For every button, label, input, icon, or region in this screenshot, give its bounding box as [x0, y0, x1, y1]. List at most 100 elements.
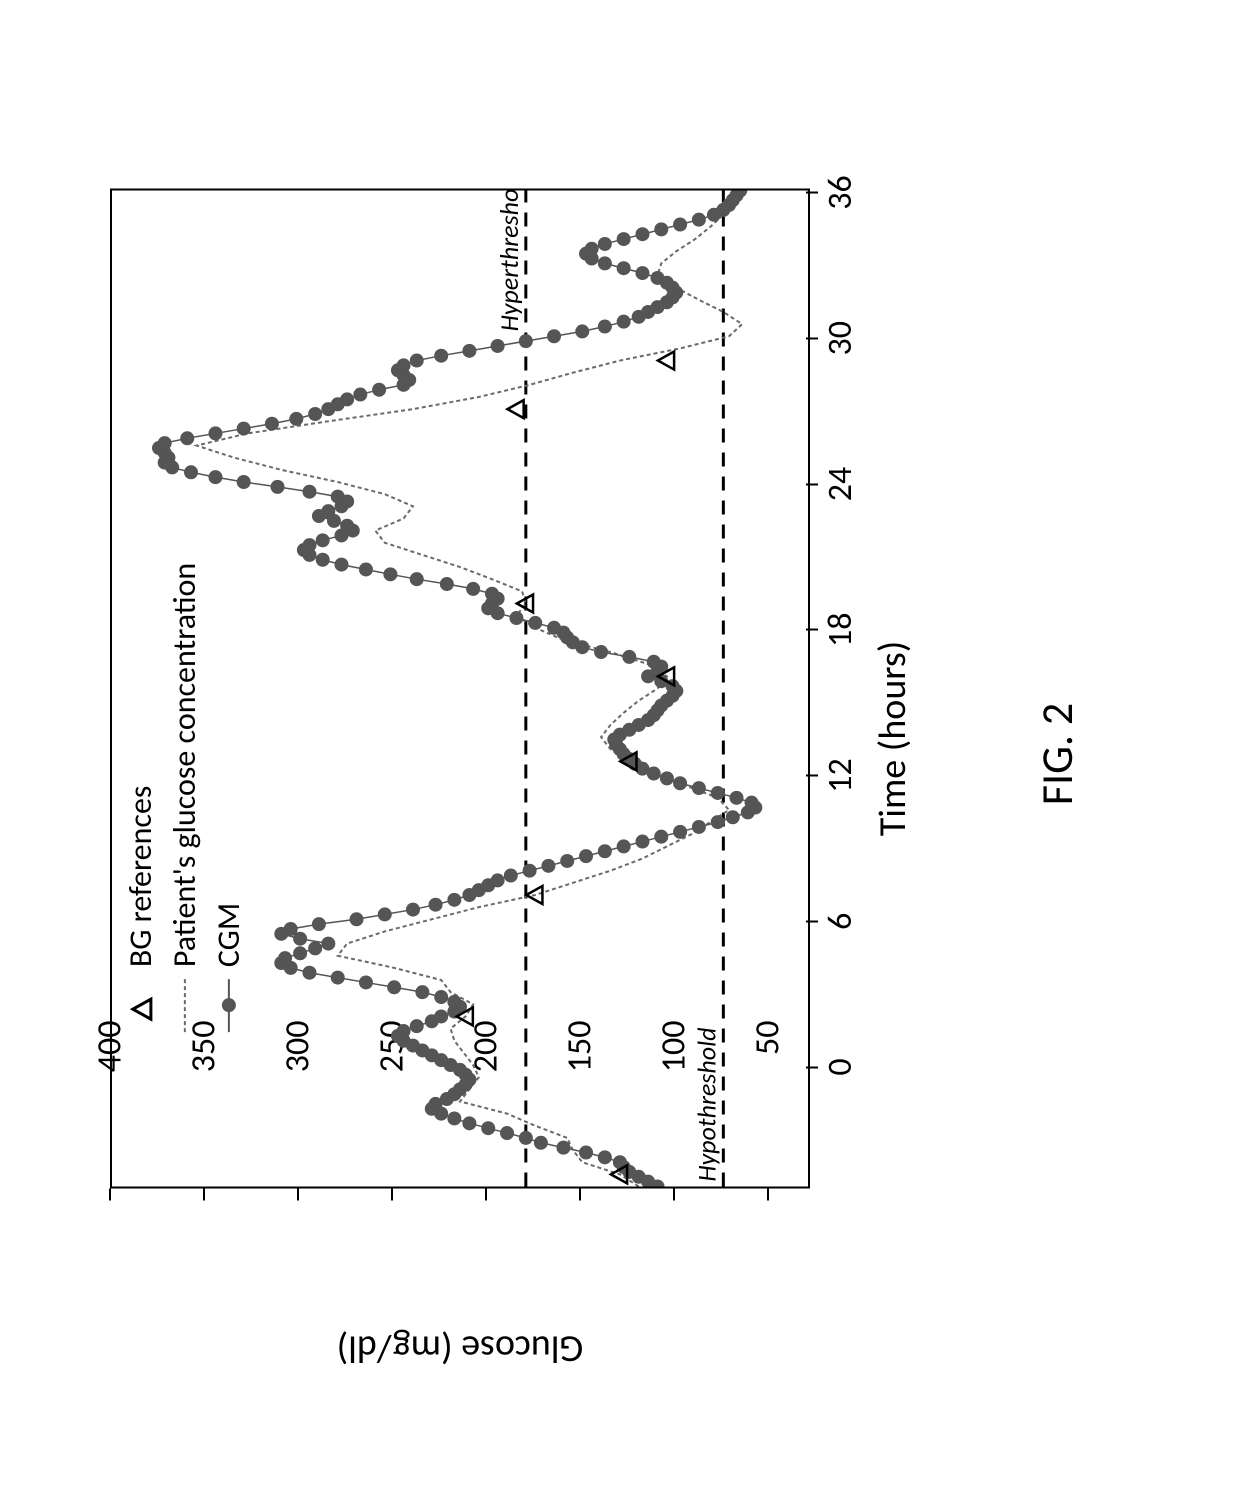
cgm-marker — [415, 985, 429, 999]
cgm-marker — [647, 655, 661, 669]
cgm-marker — [353, 388, 367, 402]
cgm-marker — [523, 864, 537, 878]
plot-area: HyperthresholdHypothresholdBG references… — [110, 189, 810, 1189]
cgm-marker — [594, 645, 608, 659]
cgm-marker — [462, 344, 476, 358]
cgm-marker — [466, 582, 480, 596]
x-axis-label: Time (hours) — [870, 149, 916, 1329]
cgm-marker — [598, 844, 612, 858]
cgm-marker — [334, 558, 348, 572]
cgm-marker — [410, 572, 424, 586]
cgm-marker — [635, 835, 649, 849]
cgm-marker — [359, 562, 373, 576]
cgm-marker — [547, 621, 561, 635]
cgm-marker — [598, 320, 612, 334]
cgm-marker — [440, 577, 454, 591]
cgm-marker — [321, 937, 335, 951]
cgm-marker — [673, 825, 687, 839]
cgm-marker — [692, 820, 706, 834]
y-axis-label: Glucose (mg/dl) — [337, 1326, 584, 1372]
x-tick-label: 12 — [820, 758, 861, 792]
cgm-marker — [378, 907, 392, 921]
legend-patient-label: Patient's glucose concentration — [165, 563, 204, 967]
cgm-marker — [504, 869, 518, 883]
y-tick-mark — [109, 1189, 111, 1201]
cgm-marker — [726, 810, 740, 824]
cgm-marker — [519, 334, 533, 348]
cgm-marker — [711, 786, 725, 800]
cgm-marker — [303, 485, 317, 499]
cgm-marker — [547, 329, 561, 343]
cgm-marker — [560, 854, 574, 868]
cgm-marker — [331, 971, 345, 985]
cgm-marker — [397, 1024, 411, 1038]
cgm-marker — [434, 1009, 448, 1023]
cgm-marker — [651, 271, 665, 285]
cgm-marker — [481, 1121, 495, 1135]
cgm-marker — [184, 465, 198, 479]
cgm-marker — [509, 611, 523, 625]
legend-bg-icon — [133, 999, 151, 1019]
cgm-marker — [208, 426, 222, 440]
cgm-marker — [447, 893, 461, 907]
x-tick-label: 24 — [820, 467, 861, 501]
cgm-marker — [673, 776, 687, 790]
cgm-marker — [303, 966, 317, 980]
cgm-marker — [372, 383, 386, 397]
legend-cgm-marker-icon — [222, 998, 236, 1012]
cgm-marker — [278, 951, 292, 965]
cgm-marker — [534, 1136, 548, 1150]
cgm-marker — [387, 980, 401, 994]
cgm-marker — [447, 1111, 461, 1125]
cgm-marker — [541, 859, 555, 873]
cgm-marker — [359, 975, 373, 989]
bg-marker — [658, 352, 674, 370]
cgm-marker — [654, 222, 668, 236]
cgm-marker — [237, 475, 251, 489]
cgm-marker — [316, 533, 330, 547]
chart-container: Glucose (mg/dl) 50100150200250300350400 … — [90, 149, 910, 1329]
cgm-marker — [622, 650, 636, 664]
cgm-marker — [434, 990, 448, 1004]
cgm-marker — [265, 417, 279, 431]
cgm-marker — [491, 873, 505, 887]
x-tick-label: 0 — [820, 1058, 861, 1075]
figure-caption: FIG. 2 — [1030, 0, 1084, 1509]
y-tick-mark — [485, 1189, 487, 1201]
cgm-marker — [429, 898, 443, 912]
cgm-line — [159, 191, 755, 1187]
cgm-marker — [556, 1141, 570, 1155]
cgm-marker — [519, 1131, 533, 1145]
cgm-marker — [312, 917, 326, 931]
cgm-marker — [598, 1150, 612, 1164]
x-tick-label: 36 — [820, 175, 861, 209]
cgm-marker — [617, 315, 631, 329]
cgm-marker — [331, 490, 345, 504]
cgm-marker — [692, 781, 706, 795]
cgm-marker — [485, 587, 499, 601]
cgm-marker — [500, 1126, 514, 1140]
cgm-marker — [316, 553, 330, 567]
x-tick-label: 6 — [820, 913, 861, 930]
cgm-marker — [321, 504, 335, 518]
cgm-marker — [383, 567, 397, 581]
cgm-marker — [654, 830, 668, 844]
y-tick-mark — [297, 1189, 299, 1201]
hypo-threshold-label: Hypothreshold — [690, 1028, 722, 1182]
page: Glucose (mg/dl) 50100150200250300350400 … — [0, 0, 1240, 1509]
cgm-marker — [289, 412, 303, 426]
y-tick-mark — [767, 1189, 769, 1201]
cgm-marker — [237, 422, 251, 436]
cgm-marker — [660, 771, 674, 785]
cgm-marker — [617, 232, 631, 246]
cgm-marker — [730, 791, 744, 805]
cgm-marker — [745, 796, 759, 810]
cgm-marker — [579, 849, 593, 863]
y-tick-mark — [203, 1189, 205, 1201]
cgm-marker — [208, 470, 222, 484]
cgm-marker — [579, 1145, 593, 1159]
cgm-marker — [528, 616, 542, 630]
legend-bg-label: BG references — [121, 786, 160, 968]
y-tick-mark — [579, 1189, 581, 1201]
y-tick-mark — [391, 1189, 393, 1201]
